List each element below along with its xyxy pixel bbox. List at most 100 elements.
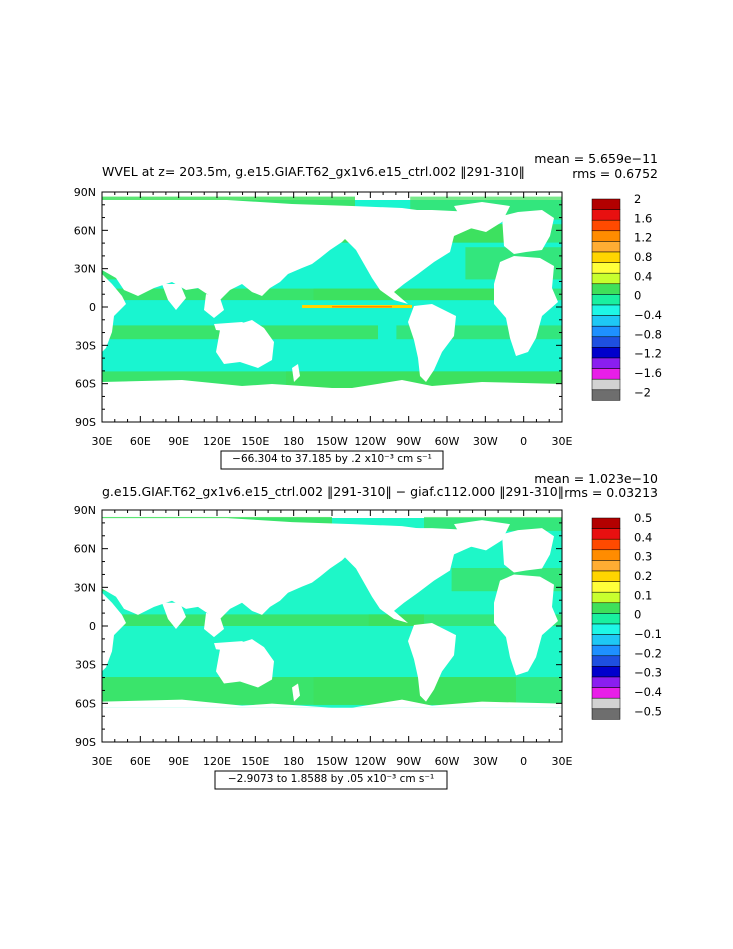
colorbar-swatch bbox=[591, 549, 621, 561]
colorbar-label: 1.6 bbox=[634, 211, 652, 225]
y-tick-label: 90N bbox=[74, 186, 96, 199]
colorbar-swatch bbox=[591, 613, 621, 625]
colorbar-swatch bbox=[591, 251, 621, 263]
colorbar-swatch bbox=[591, 325, 621, 338]
y-tick-label: 60N bbox=[74, 543, 96, 556]
colorbar-swatch bbox=[591, 219, 621, 232]
x-tick-label: 150E bbox=[241, 435, 269, 448]
x-tick-label: 0 bbox=[520, 435, 527, 448]
mean-label: mean = 5.659e−11 bbox=[534, 151, 658, 166]
y-tick-label: 60S bbox=[75, 697, 96, 710]
y-tick-label: 60N bbox=[74, 224, 96, 237]
colorbar-swatch bbox=[591, 697, 621, 710]
mean-label: mean = 1.023e−10 bbox=[534, 471, 658, 486]
x-tick-label: 180 bbox=[283, 755, 304, 768]
colorbar-swatch bbox=[591, 241, 621, 253]
rms-label: rms = 0.03213 bbox=[564, 485, 658, 500]
colorbar-label: −1.2 bbox=[634, 347, 662, 361]
range-box bbox=[220, 450, 444, 470]
colorbar-swatch bbox=[591, 581, 621, 593]
colorbar-swatch bbox=[591, 655, 621, 667]
colorbar-label: −0.2 bbox=[634, 646, 662, 660]
positive-band bbox=[313, 677, 562, 705]
colorbar-swatch bbox=[591, 676, 621, 688]
y-tick-label: 0 bbox=[89, 620, 96, 633]
range-text: −2.9073 to 1.8588 by .05 x10⁻³ cm s⁻¹ bbox=[228, 773, 434, 785]
colorbar-swatch bbox=[591, 304, 621, 316]
x-tick-label: 120E bbox=[203, 755, 231, 768]
colorbar-label: −0.8 bbox=[634, 327, 662, 341]
rms-label: rms = 0.6752 bbox=[572, 166, 658, 181]
colorbar-swatch bbox=[591, 262, 621, 274]
y-tick-label: 90S bbox=[75, 416, 96, 429]
colorbar-swatch bbox=[591, 538, 621, 551]
y-tick-label: 60S bbox=[75, 378, 96, 391]
colorbar-swatch bbox=[591, 347, 621, 359]
x-tick-label: 0 bbox=[520, 755, 527, 768]
colorbar-swatch bbox=[591, 528, 621, 540]
x-tick-label: 120W bbox=[354, 435, 386, 448]
colorbar-swatch bbox=[591, 378, 621, 391]
panel-title: g.e15.GIAF.T62_gx1v6.e15_ctrl.002 ‖291-3… bbox=[102, 484, 564, 499]
colorbar-swatch bbox=[591, 315, 621, 327]
colorbar-swatch bbox=[591, 644, 621, 657]
colorbar-label: −1.6 bbox=[634, 366, 662, 380]
colorbar-label: −2 bbox=[634, 385, 651, 399]
colorbar-swatch bbox=[591, 230, 621, 242]
colorbar-swatch bbox=[591, 634, 621, 646]
x-tick-label: 60E bbox=[130, 755, 151, 768]
panel-title: WVEL at z= 203.5m, g.e15.GIAF.T62_gx1v6.… bbox=[102, 164, 525, 179]
colorbar-swatch bbox=[591, 294, 621, 306]
x-tick-label: 90W bbox=[396, 435, 421, 448]
colorbar-swatch bbox=[591, 517, 621, 529]
colorbar-swatch bbox=[591, 687, 621, 699]
colorbar-label: 0 bbox=[634, 289, 641, 303]
colorbar-label: 0 bbox=[634, 608, 641, 622]
colorbar-swatch bbox=[591, 357, 621, 369]
range-text: −66.304 to 37.185 by .2 x10⁻³ cm s⁻¹ bbox=[232, 453, 432, 465]
y-tick-label: 90N bbox=[74, 504, 96, 517]
colorbar-swatch bbox=[591, 591, 621, 604]
colorbar-swatch bbox=[591, 198, 621, 210]
colorbar-swatch bbox=[591, 623, 621, 635]
colorbar-label: −0.3 bbox=[634, 666, 662, 680]
colorbar-swatch bbox=[591, 570, 621, 582]
panel-2: 30E 60E 90E 120E 150E 180 150W 120W 90W 60W 30W 0 30… bbox=[74, 471, 662, 790]
map-area bbox=[102, 516, 562, 734]
x-tick-label: 60W bbox=[435, 435, 460, 448]
map-area bbox=[102, 196, 562, 414]
colorbar-swatch bbox=[591, 272, 621, 285]
colorbar-swatch bbox=[591, 389, 621, 401]
y-tick-label: 30S bbox=[75, 659, 96, 672]
x-tick-label: 150W bbox=[316, 755, 348, 768]
equatorial-streak bbox=[332, 306, 392, 308]
colorbar-swatch bbox=[591, 209, 621, 221]
y-tick-label: 30N bbox=[74, 263, 96, 276]
positive-band bbox=[102, 614, 424, 626]
x-tick-label: 30W bbox=[473, 755, 498, 768]
x-tick-label: 30W bbox=[473, 435, 498, 448]
colorbar-label: 0.4 bbox=[634, 269, 652, 283]
colorbar-swatch bbox=[591, 368, 621, 380]
x-tick-label: 180 bbox=[283, 435, 304, 448]
x-tick-label: 60E bbox=[130, 435, 151, 448]
colorbar-label: 0.5 bbox=[634, 511, 652, 525]
colorbar-swatch bbox=[591, 560, 621, 572]
y-tick-label: 30N bbox=[74, 581, 96, 594]
colorbar-swatch bbox=[591, 336, 621, 348]
x-tick-label: 90W bbox=[396, 755, 421, 768]
colorbar-label: 0.1 bbox=[634, 588, 652, 602]
colorbar-label: −0.4 bbox=[634, 685, 662, 699]
x-tick-label: 30E bbox=[92, 435, 113, 448]
positive-band bbox=[368, 614, 562, 626]
range-box bbox=[214, 770, 448, 790]
x-tick-label: 30E bbox=[552, 435, 573, 448]
colorbar-label: 1.2 bbox=[634, 231, 652, 245]
colorbar-label: 0.8 bbox=[634, 250, 652, 264]
x-tick-label: 60W bbox=[435, 755, 460, 768]
colorbar-swatch bbox=[591, 666, 621, 678]
colorbar-label: −0.5 bbox=[634, 704, 662, 718]
y-tick-label: 90S bbox=[75, 736, 96, 749]
